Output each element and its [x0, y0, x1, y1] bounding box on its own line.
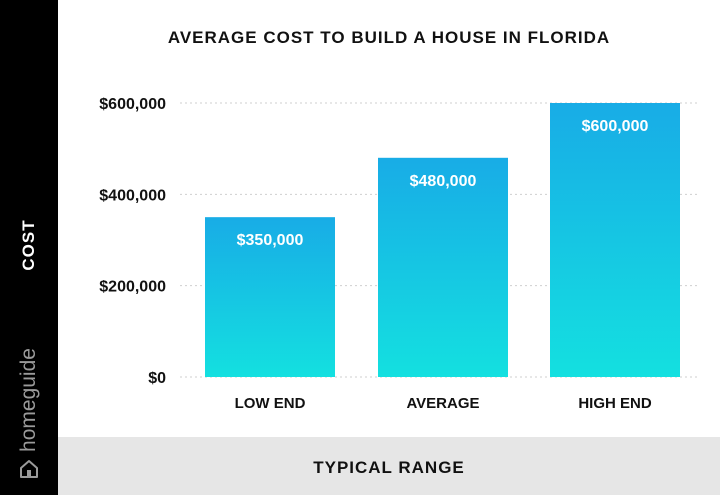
x-axis-title: TYPICAL RANGE [313, 458, 465, 477]
y-tick-label: $400,000 [99, 187, 166, 204]
x-tick-label: LOW END [235, 395, 306, 412]
sidebar: COST homeguide [0, 0, 58, 495]
bar [550, 103, 680, 377]
y-tick-label: $200,000 [99, 279, 166, 296]
x-tick-label: AVERAGE [406, 395, 479, 412]
chart-title: AVERAGE COST TO BUILD A HOUSE IN FLORIDA [167, 28, 611, 47]
y-tick-label: $0 [148, 370, 166, 387]
y-tick-label: $600,000 [99, 96, 166, 113]
house-icon [20, 460, 38, 478]
data-label: $600,000 [582, 118, 649, 135]
data-label: $350,000 [237, 232, 304, 249]
bar [378, 157, 508, 377]
data-label: $480,000 [410, 173, 477, 190]
x-axis-footer: TYPICAL RANGE [58, 437, 720, 495]
bar [205, 217, 335, 377]
chart-plot: $0 $200,000 $400,000 $600,000 $350,000 LOW EN… [99, 96, 700, 412]
x-tick-label: HIGH END [578, 395, 652, 412]
